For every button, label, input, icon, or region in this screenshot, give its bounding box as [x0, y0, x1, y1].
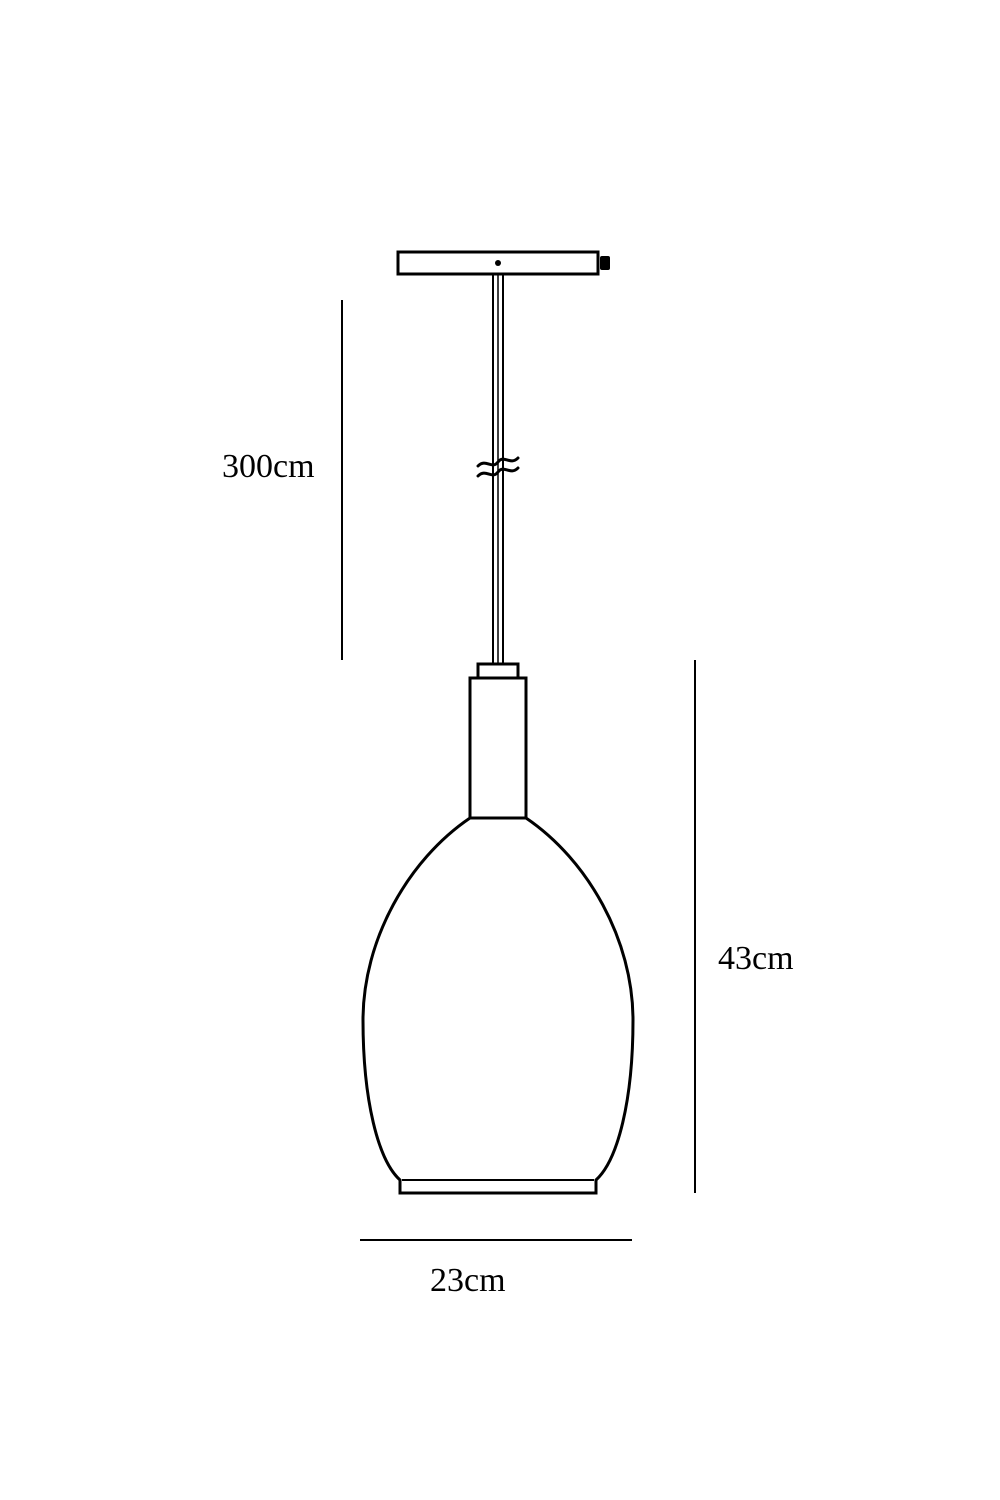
lamp-socket-cap: [478, 664, 518, 678]
diagram-canvas: 300cm 43cm 23cm: [0, 0, 1000, 1500]
label-cord-length: 300cm: [222, 448, 315, 486]
lamp-body-outline: [363, 818, 633, 1193]
label-body-width: 23cm: [430, 1262, 506, 1300]
canopy-screw-dot: [495, 260, 501, 266]
lamp-neck: [470, 678, 526, 818]
label-body-height: 43cm: [718, 940, 794, 978]
canopy-cable-clip: [600, 256, 610, 270]
